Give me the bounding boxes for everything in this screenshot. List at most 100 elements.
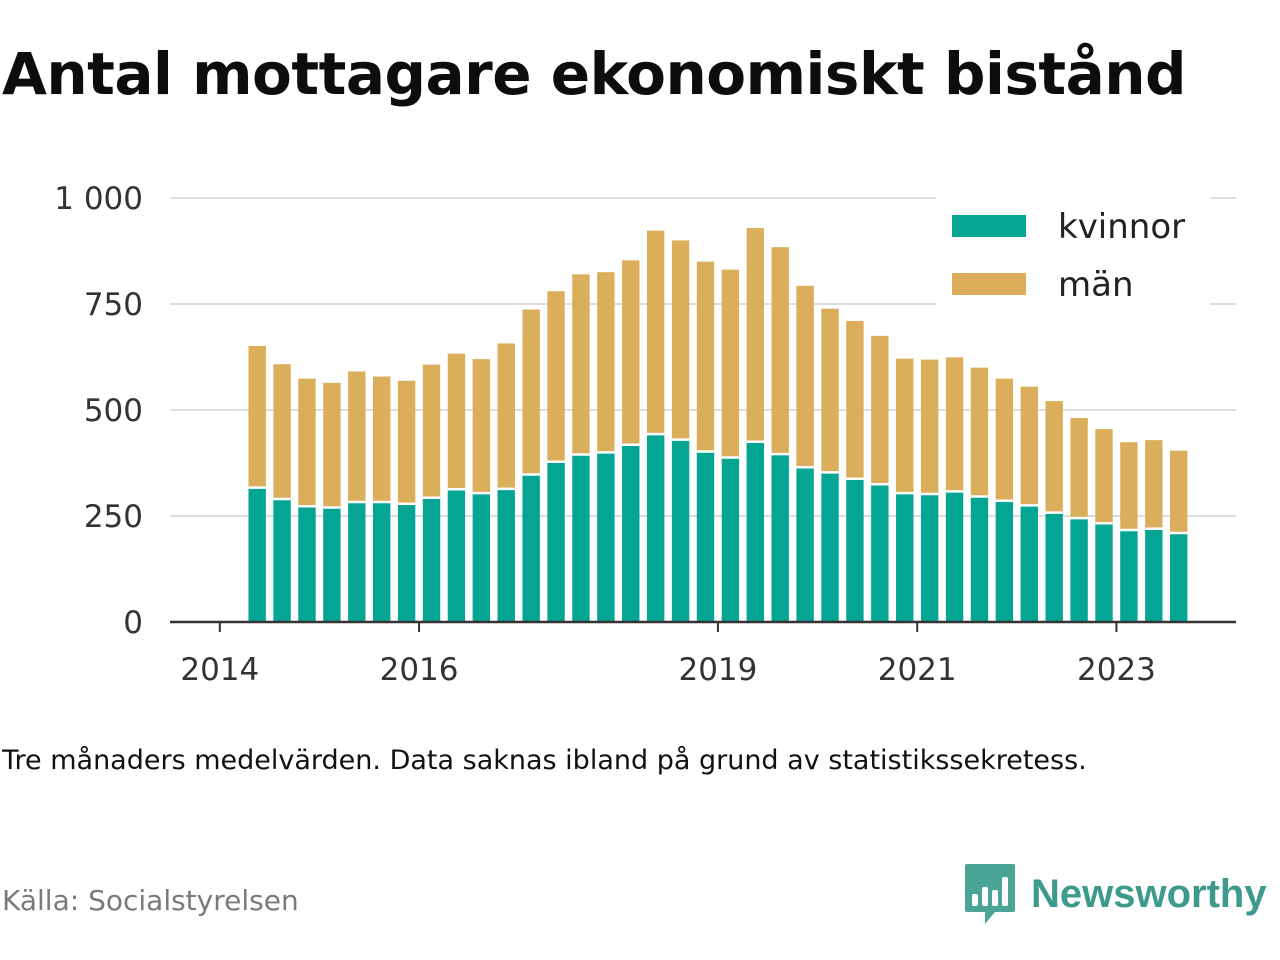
bar-man: [373, 376, 391, 503]
bar-kvinnor: [348, 502, 366, 622]
bar-man: [522, 309, 540, 475]
bar-man: [273, 364, 291, 500]
bar-kvinnor: [671, 439, 690, 622]
newsworthy-logo-icon: [965, 864, 1015, 924]
bar-kvinnor: [846, 478, 864, 622]
legend-label: män: [1058, 265, 1134, 305]
y-tick-label: 250: [84, 499, 143, 535]
legend-label: kvinnor: [1058, 207, 1185, 247]
bar-kvinnor: [323, 507, 341, 622]
bar-kvinnor: [896, 493, 914, 622]
bar-man: [721, 269, 740, 458]
bar-kvinnor: [422, 497, 441, 622]
bar-kvinnor: [1070, 518, 1088, 622]
x-tick-label: 2021: [878, 652, 957, 688]
bar-kvinnor: [447, 489, 466, 622]
axes: 0 250 500 750 1 000 2014 2016 2019 2021 2023: [54, 181, 1236, 688]
bar-kvinnor: [397, 503, 416, 622]
bar-man: [547, 291, 565, 462]
legend-swatch: [952, 215, 1026, 237]
bar-kvinnor: [646, 434, 665, 622]
bar-kvinnor: [298, 506, 316, 622]
bar-man: [995, 378, 1014, 501]
x-tick-label: 2016: [380, 652, 459, 688]
bar-man: [1170, 450, 1188, 533]
legend-swatch: [952, 273, 1026, 295]
bar-man: [397, 380, 416, 504]
bar-kvinnor: [821, 472, 839, 622]
bar-man: [821, 308, 839, 473]
bar-man: [622, 260, 640, 445]
bar-kvinnor: [622, 444, 640, 622]
bar-man: [472, 359, 491, 494]
y-tick-label: 0: [123, 605, 143, 641]
bar-kvinnor: [547, 461, 565, 622]
bar-kvinnor: [597, 452, 615, 622]
bar-man: [1095, 429, 1113, 524]
x-tick-label: 2019: [678, 652, 757, 688]
bar-kvinnor: [995, 500, 1014, 622]
bar-kvinnor: [771, 454, 789, 622]
bar-kvinnor: [945, 491, 964, 622]
bar-man: [771, 247, 789, 455]
bar-man: [348, 371, 366, 503]
bar-man: [896, 358, 914, 494]
bar-man: [1120, 442, 1138, 530]
bar-man: [671, 240, 690, 440]
bar-man: [572, 274, 590, 455]
bar-man: [796, 285, 814, 468]
bar-man: [447, 353, 466, 490]
bar-man: [1145, 440, 1163, 529]
x-tick-label: 2023: [1077, 652, 1156, 688]
brand: Newsworthy: [963, 862, 1267, 926]
bar-man: [1070, 418, 1088, 519]
bar-kvinnor: [1170, 532, 1188, 622]
bars: [248, 228, 1188, 622]
bar-man: [1045, 401, 1063, 513]
chart-note: Tre månaders medelvärden. Data saknas ib…: [2, 745, 1087, 776]
bar-kvinnor: [273, 499, 291, 622]
bar-kvinnor: [696, 451, 715, 622]
bar-man: [497, 343, 515, 489]
legend: kvinnor män: [936, 194, 1210, 306]
bar-kvinnor: [721, 457, 740, 622]
bar-man: [970, 367, 989, 497]
bar-kvinnor: [1120, 529, 1138, 622]
y-tick-label: 1 000: [54, 181, 143, 217]
bar-kvinnor: [572, 454, 590, 622]
chart-title: Antal mottagare ekonomiskt bistånd: [2, 40, 1187, 108]
bar-man: [920, 359, 939, 494]
bar-kvinnor: [871, 484, 889, 622]
bar-kvinnor: [522, 474, 540, 622]
bar-man: [746, 228, 765, 442]
bar-kvinnor: [1045, 512, 1063, 622]
bar-man: [1020, 386, 1038, 506]
bar-man: [696, 261, 715, 452]
bar-kvinnor: [1095, 523, 1113, 622]
bar-man: [248, 345, 266, 488]
bar-kvinnor: [248, 487, 266, 622]
bar-man: [945, 357, 964, 492]
bar-man: [871, 335, 889, 485]
bar-kvinnor: [1145, 528, 1163, 622]
bar-man: [597, 272, 615, 453]
bar-man: [846, 320, 864, 479]
chart: 0 250 500 750 1 000 2014 2016 2019 2021 2023 kvin…: [54, 181, 1236, 688]
source-label: Källa: Socialstyrelsen: [2, 884, 299, 917]
brand-name: Newsworthy: [1031, 871, 1267, 916]
x-tick-label: 2014: [180, 652, 259, 688]
y-tick-label: 500: [84, 393, 143, 429]
bar-kvinnor: [746, 441, 765, 622]
bar-man: [298, 378, 316, 507]
bar-kvinnor: [497, 488, 515, 622]
bar-kvinnor: [373, 502, 391, 622]
bar-kvinnor: [796, 467, 814, 622]
bar-man: [323, 382, 341, 508]
bar-kvinnor: [970, 496, 989, 622]
bar-man: [646, 230, 665, 435]
bar-man: [422, 364, 441, 498]
y-tick-label: 750: [84, 287, 143, 323]
bar-kvinnor: [1020, 505, 1038, 622]
bar-kvinnor: [920, 493, 939, 622]
bar-kvinnor: [472, 493, 491, 622]
